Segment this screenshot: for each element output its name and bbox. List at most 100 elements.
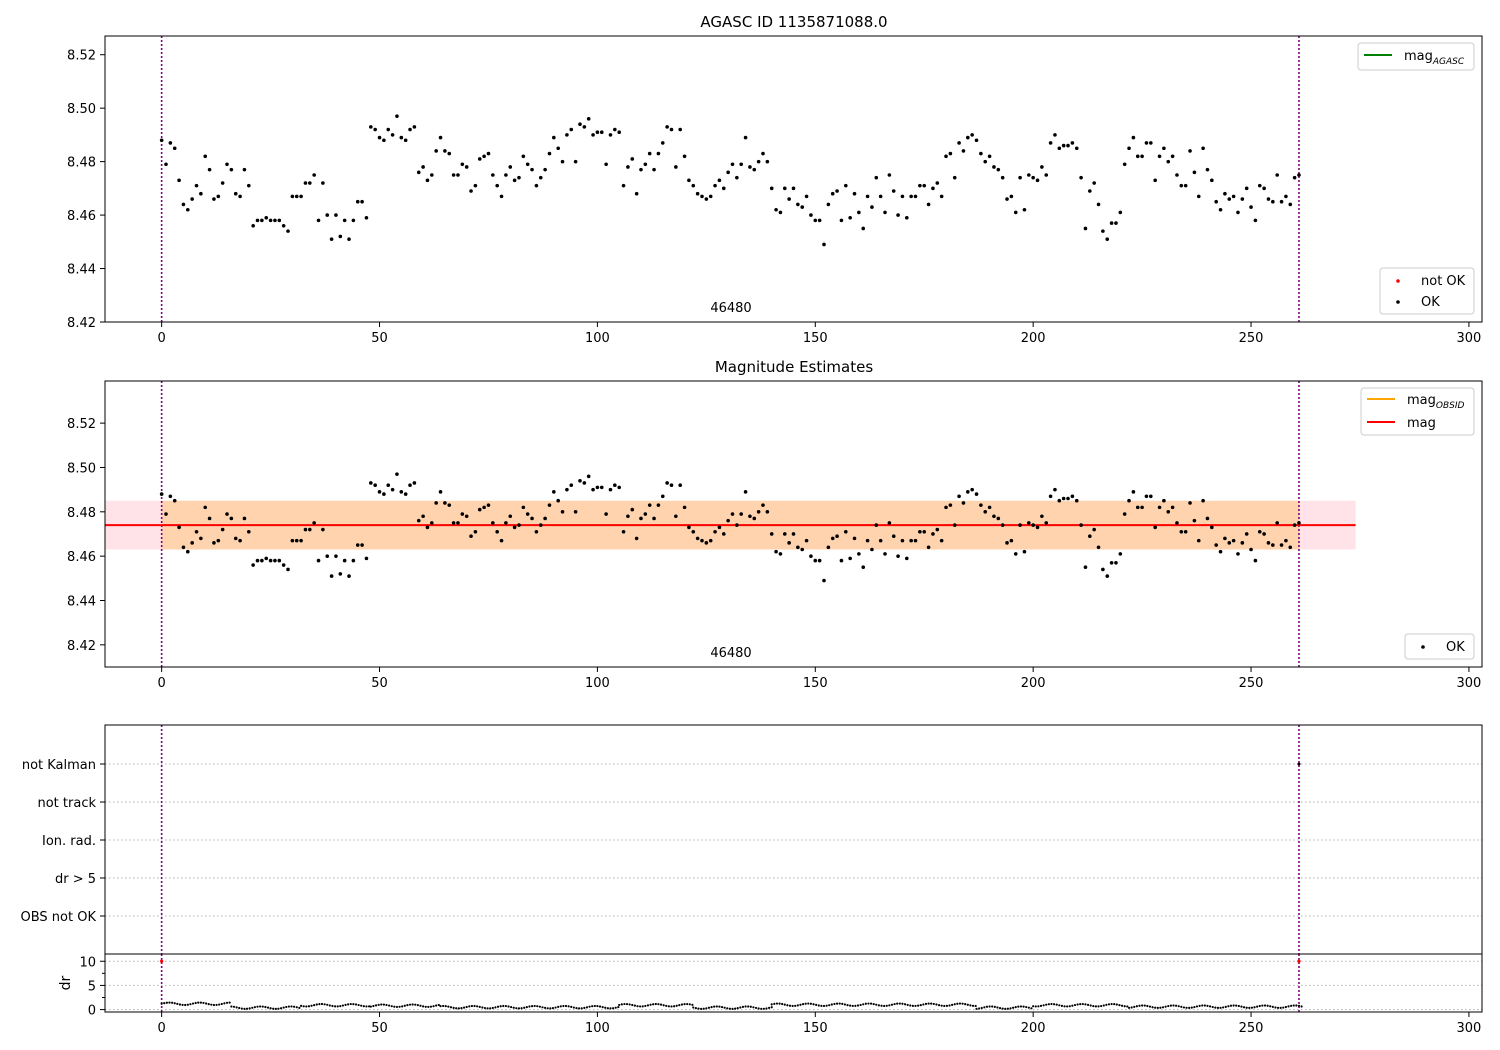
data-point [652,167,656,172]
dr-point [1276,1006,1280,1009]
data-point [556,498,560,503]
data-point [708,538,713,543]
data-point [1170,505,1175,510]
data-point [1031,523,1035,527]
data-point [647,151,652,156]
dr-point [734,1007,737,1010]
data-point [1053,487,1057,492]
data-point [1018,523,1022,527]
dr-point [245,1007,249,1010]
data-point [355,199,360,204]
data-point [477,507,482,512]
data-point [878,538,883,543]
data-point [1249,547,1253,552]
dr-point [778,1002,781,1005]
data-point [1114,221,1118,225]
data-point [909,194,913,199]
dr-point [828,1004,831,1007]
legend-ok-marker [1421,645,1425,649]
data-point [303,181,308,185]
data-point [656,151,661,156]
data-point [700,538,704,543]
data-point [996,167,1001,172]
data-point [159,492,164,496]
dr-point [680,1003,684,1006]
data-point [617,485,621,490]
data-point [1244,186,1249,191]
data-point [212,541,216,545]
data-point [1153,525,1157,530]
dr-point [820,1004,823,1007]
dr-point [452,1006,455,1009]
dr-point [218,1003,221,1006]
dr-point [1258,1004,1261,1008]
data-point [172,146,177,151]
data-point [996,516,1001,521]
dr-point [958,1002,962,1005]
data-point [804,194,809,199]
dr-point [382,1003,385,1006]
data-point [835,534,839,538]
dr-point [804,1002,807,1005]
legend-points: OK [1404,633,1475,660]
dr-point [1141,1004,1144,1007]
dr-point [966,1003,969,1006]
data-point [778,552,783,556]
data-point [1027,173,1031,177]
dr-point [1089,1004,1092,1007]
dr-point [523,1006,526,1009]
data-point [325,213,330,217]
dr-point [315,1003,318,1006]
dr-point [578,1007,581,1010]
dr-point [1156,1006,1159,1009]
dr-point [1107,1003,1111,1006]
dr-point [253,1006,257,1009]
dr-point [207,1003,210,1006]
data-point [961,149,966,153]
data-point [194,183,199,188]
data-point [883,210,887,215]
data-point [992,514,996,519]
y-axis: 8.42 8.44 8.46 8.48 8.50 8.52 [67,417,105,654]
dr-point [1097,1005,1100,1008]
dr-point [644,1004,647,1008]
dr-point [462,1006,466,1009]
data-point [848,556,852,561]
dr-point [494,1006,497,1009]
dr-point [533,1004,536,1008]
dr-point [1123,1005,1126,1008]
data-point [704,541,709,545]
dr-point [1284,1005,1288,1009]
data-point [373,127,377,132]
data-point [552,490,556,494]
dr-bad-point [160,959,164,963]
dr-point [723,1006,726,1009]
dr-point [385,1003,388,1007]
dr-point [362,1005,365,1008]
dr-point [512,1006,515,1009]
data-point [743,490,748,494]
dr-point [872,1002,875,1006]
data-point [817,218,822,223]
dr-point [354,1003,358,1006]
data-point [674,514,678,519]
dr-point [1025,1005,1028,1009]
data-point [560,159,565,164]
y-tick-label: 8.44 [67,594,96,609]
x-tick-label: 50 [371,676,388,691]
dr-point [633,1004,636,1007]
dr-point [641,1005,644,1008]
data-point [952,175,957,180]
data-point [752,167,757,172]
dr-point [943,1004,946,1008]
dr-point [468,1005,471,1008]
obsid-label: 46480 [710,301,751,316]
dr-point [1263,1004,1267,1007]
data-point [1205,516,1210,521]
data-point [1271,199,1275,204]
dr-point [1167,1004,1170,1008]
data-point [1179,529,1184,534]
data-point [421,165,425,169]
dr-point [849,1004,852,1007]
dr-point [1034,1005,1037,1008]
